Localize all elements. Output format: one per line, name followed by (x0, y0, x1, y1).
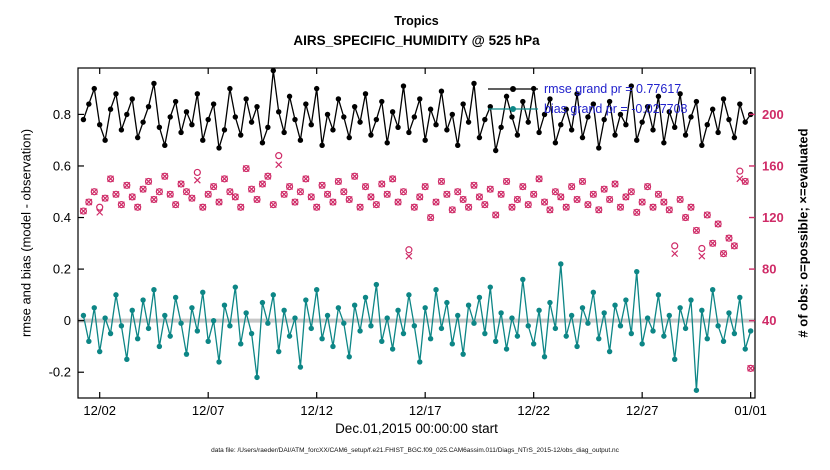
svg-text:12/27: 12/27 (626, 403, 659, 418)
svg-text:200: 200 (762, 107, 784, 122)
svg-text:160: 160 (762, 158, 784, 173)
y-axis-label-left: rmse and bias (model - observation) (18, 128, 34, 338)
svg-text:12/22: 12/22 (517, 403, 550, 418)
svg-text:12/12: 12/12 (300, 403, 333, 418)
plot-title-line2: AIRS_SPECIFIC_HUMIDITY @ 525 hPa (293, 33, 540, 48)
legend-marker-bias-line-dot-icon (488, 106, 538, 112)
svg-text:0.2: 0.2 (53, 262, 71, 277)
svg-text:0.8: 0.8 (53, 107, 71, 122)
svg-text:120: 120 (762, 210, 784, 225)
svg-text:0.6: 0.6 (53, 158, 71, 173)
svg-text:12/17: 12/17 (409, 403, 442, 418)
svg-text:01/01: 01/01 (734, 403, 767, 418)
svg-text:-0.2: -0.2 (49, 365, 71, 380)
legend-label-bias: bias grand pr = -0.027708 (544, 102, 688, 116)
legend-entry-rmse: rmse grand pr = 0.77617 (486, 79, 688, 99)
legend: rmse grand pr = 0.77617 bias grand pr = … (486, 79, 688, 119)
x-axis-label: Dec.01,2015 00:00:00 start (335, 421, 498, 436)
svg-text:0.4: 0.4 (53, 210, 71, 225)
legend-label-rmse: rmse grand pr = 0.77617 (544, 82, 682, 96)
legend-entry-bias: bias grand pr = -0.027708 (486, 99, 688, 119)
y-axis-label-right: # of obs: o=possible; ×=evaluated (795, 128, 811, 338)
svg-text:80: 80 (762, 262, 776, 277)
svg-text:40: 40 (762, 313, 776, 328)
plot-title-line1: Tropics (394, 14, 439, 28)
svg-text:0: 0 (64, 313, 71, 328)
svg-text:12/02: 12/02 (83, 403, 116, 418)
legend-marker-rmse-line-dot-icon (488, 86, 538, 92)
data-file-caption: data file: /Users/raeder/DAI/ATM_forcXX/… (211, 447, 619, 454)
svg-text:12/07: 12/07 (192, 403, 225, 418)
